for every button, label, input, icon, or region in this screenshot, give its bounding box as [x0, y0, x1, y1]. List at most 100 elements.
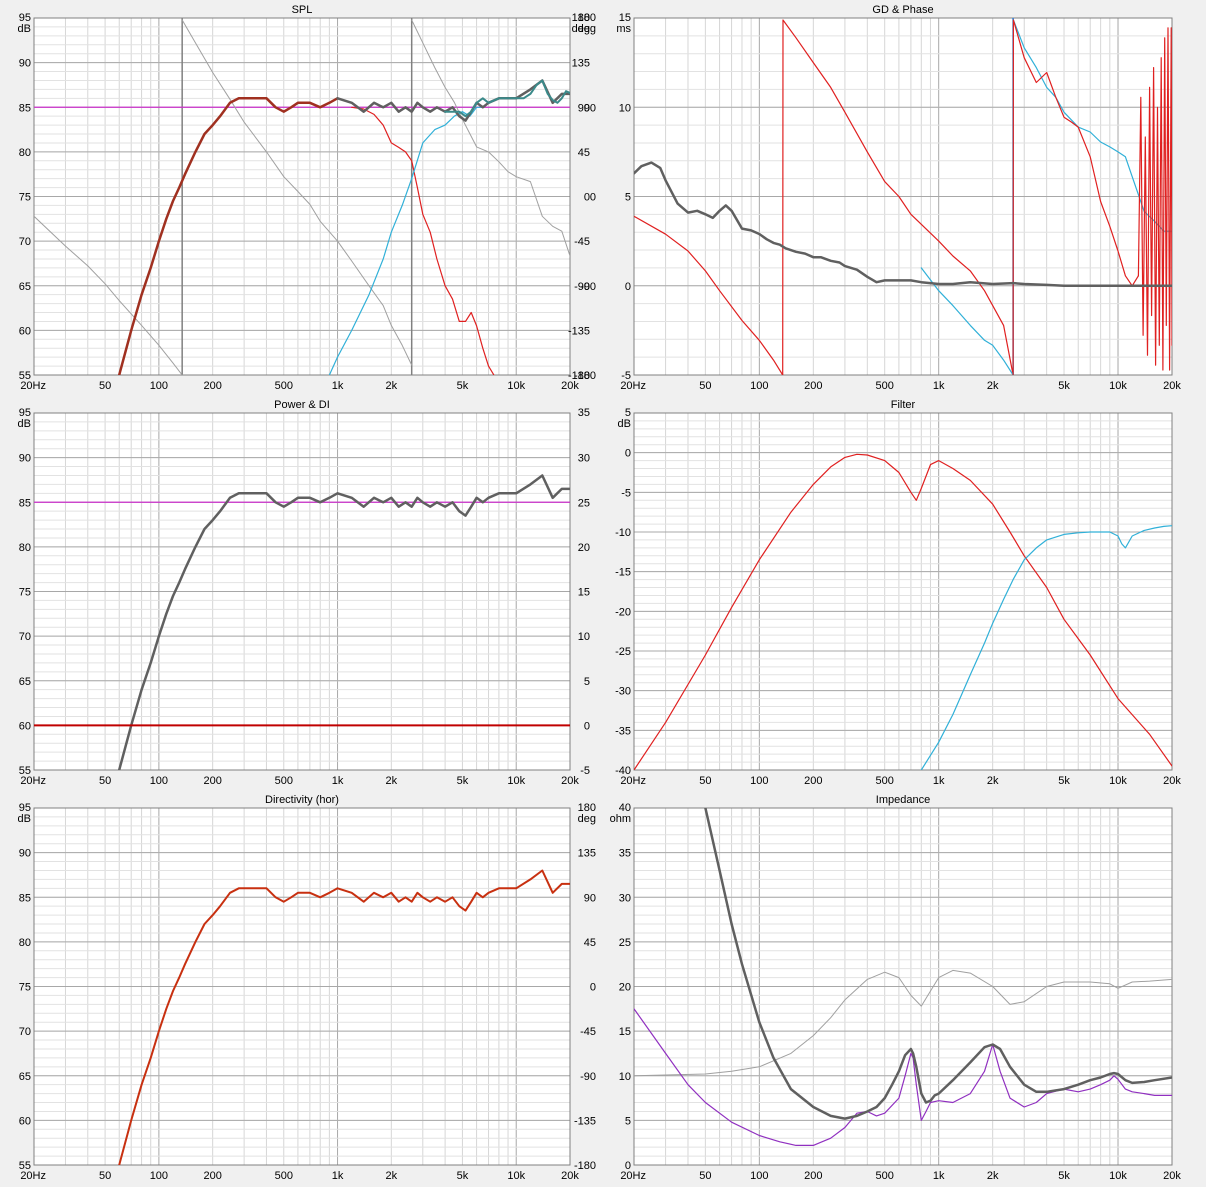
y2-tick-label: -45 — [574, 236, 590, 248]
x-tick-label: 20k — [1163, 380, 1181, 392]
x-tick-label: 200 — [203, 380, 221, 392]
series-group — [634, 18, 1172, 375]
x-tick-label: 1k — [332, 380, 344, 392]
y2-tick-label: -45 — [580, 1026, 596, 1038]
y2-tick-label: 90 — [584, 102, 596, 114]
x-tick-label: 5k — [1058, 775, 1070, 787]
chart-title: GD & Phase — [872, 4, 933, 16]
y-axis-label: dB — [618, 418, 631, 430]
chart-panel-3: Power & DI 95 90 85 80 75 70 65 60 55 dB 35 30 25 20 15… — [18, 399, 590, 787]
y2-tick-label: -135 — [568, 325, 590, 337]
series-line-1 — [634, 969, 1172, 1077]
x-tick-label: 500 — [275, 775, 293, 787]
y-axis-label: ms — [616, 23, 631, 35]
y-tick-label: 75 — [19, 587, 31, 599]
x-tick-label: 10k — [507, 775, 525, 787]
y2-tick-label: 15 — [578, 587, 590, 599]
y-tick-label: 0 — [625, 1160, 631, 1172]
y-tick-label: 75 — [19, 192, 31, 204]
series-line-1 — [118, 869, 570, 1165]
series-line-1 — [117, 474, 570, 770]
plot-frame — [33, 412, 571, 771]
x-tick-label: 20k — [1163, 775, 1181, 787]
series-line-1 — [634, 215, 784, 375]
y-tick-label: -5 — [621, 370, 631, 382]
x-tick-label: 5k — [1058, 380, 1070, 392]
chart-title: SPL — [292, 4, 313, 16]
y-tick-label: 65 — [19, 1071, 31, 1083]
y2-tick-label: -5 — [580, 765, 590, 777]
y2-tick-label: 135 — [572, 58, 590, 70]
x-tick-label: 100 — [150, 1170, 168, 1182]
y-tick-label: -25 — [615, 646, 631, 658]
y2-tick-label: 30 — [578, 453, 590, 465]
y-tick-label: 60 — [19, 1115, 31, 1127]
y2-tick-label: -180 — [574, 370, 596, 382]
x-tick-label: 1k — [933, 380, 945, 392]
y2-tick-label: -180 — [568, 370, 590, 382]
y2-tick-label: -90 — [580, 1071, 596, 1083]
x-tick-label: 50 — [699, 775, 711, 787]
series-line-3 — [411, 19, 570, 257]
x-tick-label: 500 — [275, 380, 293, 392]
plot-frame — [633, 412, 1173, 771]
chart-title: Directivity (hor) — [265, 794, 339, 806]
x-tick-label: 50 — [699, 380, 711, 392]
x-tick-label: 10k — [507, 380, 525, 392]
plot-area — [634, 413, 1172, 770]
x-tick-label: 200 — [203, 775, 221, 787]
x-tick-label: 100 — [750, 775, 768, 787]
series-group — [118, 869, 570, 1165]
y-tick-label: 5 — [625, 192, 631, 204]
x-tick-label: 2k — [386, 1170, 398, 1182]
y2-tick-label: 25 — [578, 497, 590, 509]
x-tick-label: 1k — [332, 775, 344, 787]
y-tick-label: -15 — [615, 567, 631, 579]
y2-tick-label: 10 — [578, 631, 590, 643]
x-tick-label: 100 — [150, 380, 168, 392]
x-tick-label: 500 — [876, 380, 894, 392]
y2-tick-label: -90 — [580, 281, 596, 293]
y-tick-label: 55 — [19, 370, 31, 382]
y2-tick-label: 90 — [584, 892, 596, 904]
y-tick-label: -40 — [615, 765, 631, 777]
series-line-1 — [34, 215, 183, 375]
y-tick-label: 55 — [19, 1160, 31, 1172]
x-tick-label: 100 — [750, 380, 768, 392]
series-line-5 — [1012, 19, 1140, 375]
y-tick-label: -30 — [615, 686, 631, 698]
x-tick-label: 20k — [561, 380, 579, 392]
y-tick-label: 80 — [19, 542, 31, 554]
y2-axis-label: deg — [578, 813, 596, 825]
y-tick-label: 60 — [19, 325, 31, 337]
x-tick-label: 20Hz — [620, 380, 646, 392]
series-line-7 — [634, 161, 1172, 288]
y2-tick-label: 0 — [590, 982, 596, 994]
y2-tick-label: 5 — [584, 676, 590, 688]
y-tick-label: -5 — [621, 487, 631, 499]
series-group — [34, 18, 570, 375]
y-tick-label: 0 — [625, 281, 631, 293]
series-line-2 — [782, 19, 1014, 375]
y-tick-label: 30 — [619, 892, 631, 904]
x-tick-label: 20k — [561, 775, 579, 787]
y2-tick-label: 180 — [578, 802, 596, 814]
y-tick-label: 70 — [19, 1026, 31, 1038]
x-tick-label: 1k — [933, 1170, 945, 1182]
y-tick-label: -20 — [615, 606, 631, 618]
y-tick-label: 95 — [19, 802, 31, 814]
y-tick-label: 70 — [19, 236, 31, 248]
y-tick-label: 60 — [19, 720, 31, 732]
y2-axis-label: deg — [572, 23, 590, 35]
chart-panel-1: SPL 95 90 85 80 75 70 65 60 55 dB 180 135 90 45 0 -45 -90… — [18, 4, 590, 392]
y-axis-label: ohm — [610, 813, 631, 825]
y-tick-label: 10 — [619, 1071, 631, 1083]
series-line-2 — [181, 19, 413, 366]
y-tick-label: 0 — [625, 448, 631, 460]
x-tick-label: 50 — [99, 380, 111, 392]
x-tick-label: 50 — [699, 1170, 711, 1182]
y-tick-label: 35 — [619, 848, 631, 860]
x-tick-label: 50 — [99, 775, 111, 787]
y-axis-label: dB — [18, 813, 31, 825]
